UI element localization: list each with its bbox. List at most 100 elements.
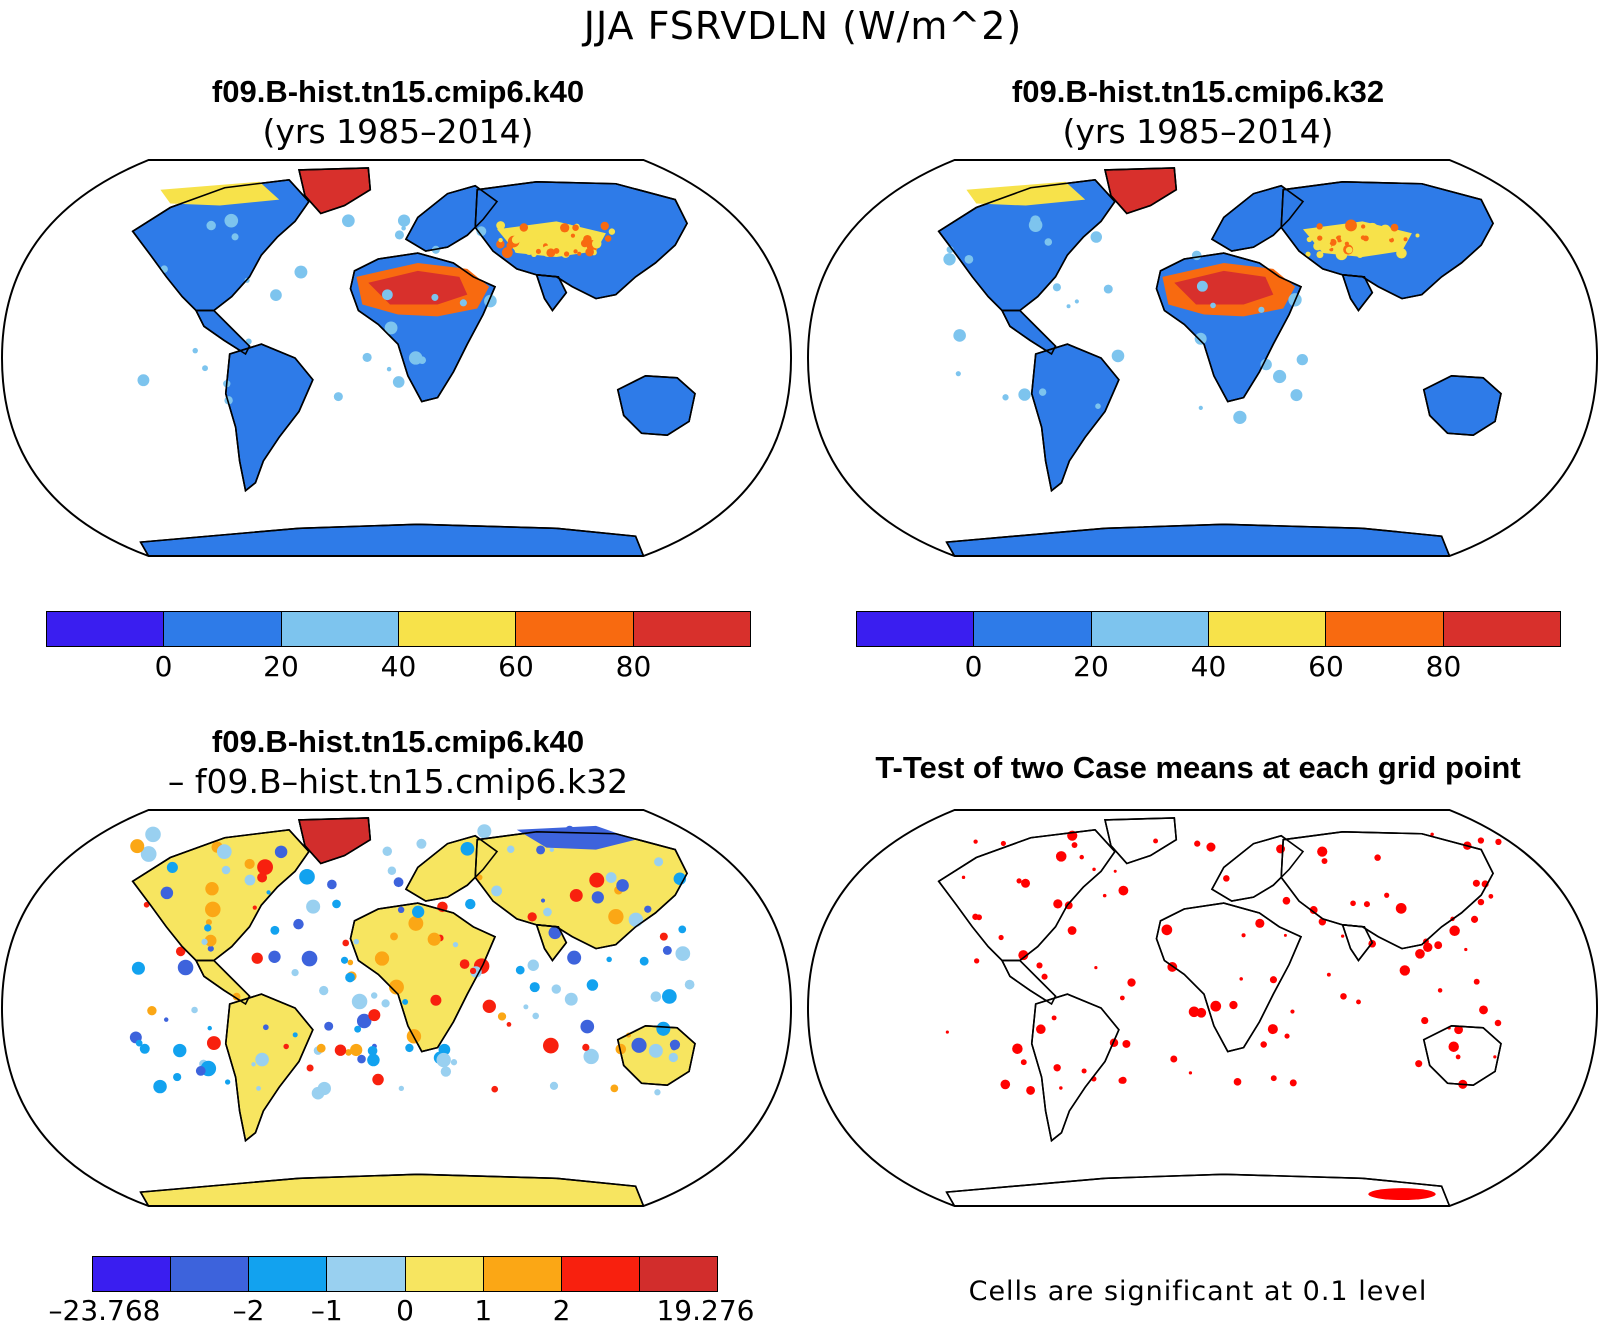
land-diff-patch [350,1043,363,1057]
coastline-australia [1422,1025,1502,1087]
land-light-patch [1191,250,1202,261]
land-asia-patch [1316,223,1323,230]
land-significant-cell [1283,933,1287,937]
colorbar-difference [92,1256,718,1292]
land-asia-patch [1415,233,1420,238]
colorbar-case-k40-swatch [281,612,399,646]
land-diff-patch [301,950,318,967]
land-light-patch [1044,238,1053,246]
land-light-patch [431,293,439,301]
land-diff-patch [372,1073,384,1086]
land-diff-patch [465,898,476,910]
land-asia-patch [1366,222,1379,235]
land-diff-patch [476,874,483,881]
coastline-asia [1280,830,1494,950]
land-significant-cell [945,1030,949,1034]
land-diff-patch [163,1017,169,1022]
coastline-india [535,273,568,312]
coastline-antarctica [139,523,645,557]
land-asia-patch [1345,246,1353,254]
land-diff-patch [628,912,644,928]
colorbar-case-k40-swatch [398,612,517,646]
land-diff-patch [252,905,257,910]
land-significant-cell [1309,906,1318,914]
land-diff-patch [357,1054,366,1064]
land-light-patch [1002,394,1009,401]
land-significant-cell [1229,1000,1238,1010]
colorbar-case-k32-swatch [1091,612,1209,646]
land-light-patch [1018,388,1031,401]
panel-tl-title: f09.B-hist.tn15.cmip6.k40 [211,74,585,109]
coastline-greenland [298,167,372,215]
land-asia-patch [580,239,589,248]
land-significant-cell [1340,993,1347,1000]
land-significant-cell [1041,973,1048,980]
land-light-patch [955,371,961,377]
land-significant-cell [1194,840,1201,847]
land-light-patch [397,214,411,227]
colorbar-difference-swatch [561,1257,640,1291]
land-diff-patch [402,998,409,1005]
colorbar-case-k40-swatch [47,612,165,646]
land-diff-patch [450,1059,458,1066]
land-diff-patch [370,992,378,999]
land-significant-cell [1079,854,1084,860]
land-significant-cell [1434,941,1443,950]
land-significant-cell [1055,851,1067,862]
land-light-patch [476,226,487,237]
land-asia-patch [538,225,543,230]
land-asia-patch [1306,236,1313,243]
land-sahara-core [1174,270,1274,305]
land-significant-cell [1477,898,1485,906]
land-diff-patch [659,932,668,941]
land-diff-patch [523,1004,529,1010]
land-diff-patch [482,999,496,1013]
land-diff-patch [191,1006,198,1014]
land-diff-patch [405,1043,414,1053]
land-significant-cell [1094,965,1098,970]
colorbar-case-k40-tick-label: 60 [498,650,534,683]
land-diff-patch [460,841,475,856]
land-significant-cell [998,934,1004,941]
land-diff-patch [639,956,649,966]
land-diff-patch [257,859,273,876]
land-diff-patch [542,1037,559,1054]
land-significant-cell [1284,1033,1290,1039]
colorbar-difference-tick-label: 0 [396,1294,414,1327]
land-significant-cell [1341,934,1345,938]
land-significant-cell [1118,885,1129,896]
coastline-north-america [937,828,1116,962]
land-diff-patch [353,938,360,945]
land-light-patch [459,299,467,307]
land-significant-cell [1071,842,1078,848]
land-diff-patch [440,1066,452,1077]
land-diff-patch [564,992,578,1006]
land-diff-patch [631,1037,647,1053]
colorbar-case-k40-swatch [516,612,634,646]
colorbar-case-k40-swatch [633,612,750,646]
land-diff-patch [438,1043,451,1056]
land-diff-patch [662,989,677,1004]
land-diff-patch [327,879,337,890]
map-border [1,809,793,1207]
coastline-africa [349,902,497,1053]
land-diff-patch [166,861,178,873]
land-significant-cell [1102,893,1107,898]
land-diff-patch [221,865,231,875]
land-asia-patch [519,223,529,232]
coastline-africa [349,252,497,403]
land-significant-cell [1118,1077,1125,1084]
land-significant-cell [974,958,980,964]
land-diff-patch [656,1021,671,1036]
coastline-north-america [131,828,310,962]
land-diff-patch [177,959,194,976]
colorbar-case-k32-tick-label: 20 [1073,650,1109,683]
land-light-patch [1111,349,1125,363]
land-diff-patch [175,946,186,957]
colorbar-difference-swatch [171,1257,250,1291]
land-significant-cell [1479,1005,1488,1015]
land-asia-patch [608,228,616,235]
land-significant-cell [1000,1079,1011,1090]
coastline-asia [474,830,688,950]
land-significant-cell [1059,1086,1063,1090]
